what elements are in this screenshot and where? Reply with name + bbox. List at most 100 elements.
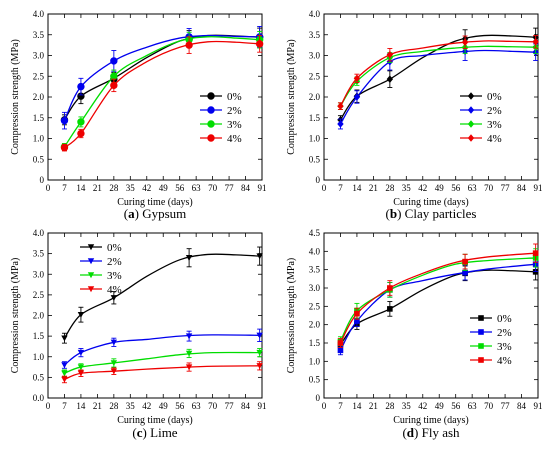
data-point — [337, 340, 344, 346]
data-point — [185, 364, 193, 371]
caption-paren-close: ) — [135, 206, 143, 221]
x-tick-label: 70 — [484, 401, 494, 411]
y-tick-label: 3.0 — [309, 51, 321, 61]
legend-marker — [467, 92, 475, 100]
x-tick-label: 56 — [175, 183, 185, 193]
data-point — [61, 376, 68, 383]
data-point — [110, 57, 118, 65]
y-tick-label: 1.5 — [309, 338, 321, 348]
caption-paren-open: ( — [385, 206, 389, 221]
x-tick-label: 77 — [225, 183, 235, 193]
series-line — [64, 40, 260, 149]
series-line — [63, 253, 260, 339]
data-point — [110, 360, 118, 367]
data-point — [77, 118, 85, 126]
legend-marker — [87, 272, 95, 279]
data-point — [532, 250, 539, 256]
x-tick-label: 56 — [451, 183, 461, 193]
x-axis-label: Curing time (days) — [117, 197, 193, 208]
y-axis-label: Compression strength (MPa) — [286, 258, 297, 374]
legend-marker — [207, 134, 215, 142]
y-tick-label: 4.0 — [309, 246, 321, 256]
y-tick-label: 0 — [40, 175, 45, 185]
x-tick-label: 91 — [258, 183, 267, 193]
legend-label: 0% — [497, 313, 512, 325]
data-point — [185, 350, 193, 357]
data-point — [386, 50, 394, 59]
panel-caption: (c) Lime — [132, 425, 177, 440]
series-line — [63, 36, 260, 148]
caption-text: Clay particles — [405, 206, 477, 221]
data-point — [77, 364, 85, 371]
data-point — [77, 129, 85, 138]
x-tick-label: 56 — [451, 401, 461, 411]
caption-paren-close: ) — [397, 206, 405, 221]
x-tick-label: 14 — [352, 183, 362, 193]
data-point — [61, 370, 68, 377]
x-tick-label: 84 — [241, 183, 251, 193]
x-tick-label: 28 — [109, 401, 119, 411]
data-point — [77, 82, 85, 91]
x-tick-label: 28 — [109, 183, 119, 193]
data-point — [387, 306, 393, 312]
y-tick-label: 2.0 — [33, 92, 45, 102]
legend-marker — [478, 315, 484, 321]
y-tick-label: 2.0 — [309, 92, 321, 102]
x-tick-label: 42 — [418, 183, 427, 193]
y-tick-label: 3.5 — [309, 265, 321, 275]
legend-marker — [467, 106, 475, 114]
x-tick-label: 0 — [322, 401, 327, 411]
y-tick-label: 2.5 — [33, 290, 45, 300]
y-tick-label: 2.0 — [309, 320, 321, 330]
legend-marker — [478, 357, 484, 363]
data-point — [255, 40, 264, 48]
y-tick-label: 3.0 — [33, 51, 45, 61]
x-tick-label: 7 — [338, 401, 343, 411]
caption-paren-open: ( — [132, 425, 136, 440]
x-tick-label: 42 — [142, 183, 151, 193]
legend: 0% 2% 3% 4% — [200, 91, 242, 145]
series-line — [64, 351, 260, 374]
y-tick-label: 0.5 — [309, 154, 321, 164]
x-tick-label: 84 — [517, 401, 527, 411]
data-point — [60, 143, 69, 152]
legend-marker — [478, 329, 484, 335]
x-axis-label: Curing time (days) — [393, 197, 469, 208]
chart-panel-3: 0 7 14 21 28 35 42 49 56 63 70 77 84 91 0.0 0.5 1.0 1.5 2.… — [10, 228, 267, 440]
data-point — [77, 370, 85, 377]
x-tick-label: 56 — [175, 401, 185, 411]
x-tick-label: 14 — [76, 183, 86, 193]
x-tick-label: 77 — [501, 401, 511, 411]
legend-label: 4% — [227, 133, 242, 145]
x-tick-label: 91 — [258, 401, 267, 411]
data-point — [110, 368, 118, 375]
series-4 — [337, 243, 539, 348]
x-tick-label: 70 — [208, 401, 218, 411]
y-tick-label: 1.0 — [309, 356, 321, 366]
x-tick-label: 21 — [93, 401, 102, 411]
caption-paren-close: ) — [414, 425, 422, 440]
chart-panel-4: 0 7 14 21 28 35 42 49 56 63 70 77 84 91 0 0.5 1.0 1.5 2.0 2… — [286, 228, 543, 440]
series-4 — [337, 35, 539, 110]
y-axis-label: Compression strength (MPa) — [10, 39, 21, 155]
legend-label: 4% — [107, 284, 122, 296]
y-tick-label: 4.0 — [33, 9, 45, 19]
data-point — [462, 269, 468, 276]
legend-label: 4% — [497, 355, 512, 367]
legend-label: 3% — [227, 119, 242, 131]
x-tick-label: 0 — [46, 401, 51, 411]
series-line — [64, 365, 260, 381]
legend-label: 2% — [227, 105, 242, 117]
x-tick-label: 21 — [369, 401, 378, 411]
x-tick-label: 49 — [159, 183, 169, 193]
x-tick-label: 28 — [385, 183, 395, 193]
chart-panel-1: 0 7 14 21 28 35 42 49 56 63 70 77 84 91 0 0.5 1.0 1.5 2.0 2… — [10, 9, 267, 221]
y-tick-label: 2.5 — [309, 71, 321, 81]
panel-caption: (a) Gypsum — [124, 206, 187, 221]
data-point — [256, 363, 263, 370]
series-line — [339, 40, 536, 107]
data-point — [256, 332, 263, 339]
y-tick-label: 4.0 — [33, 228, 45, 238]
x-tick-label: 35 — [126, 401, 136, 411]
x-tick-label: 7 — [338, 183, 343, 193]
